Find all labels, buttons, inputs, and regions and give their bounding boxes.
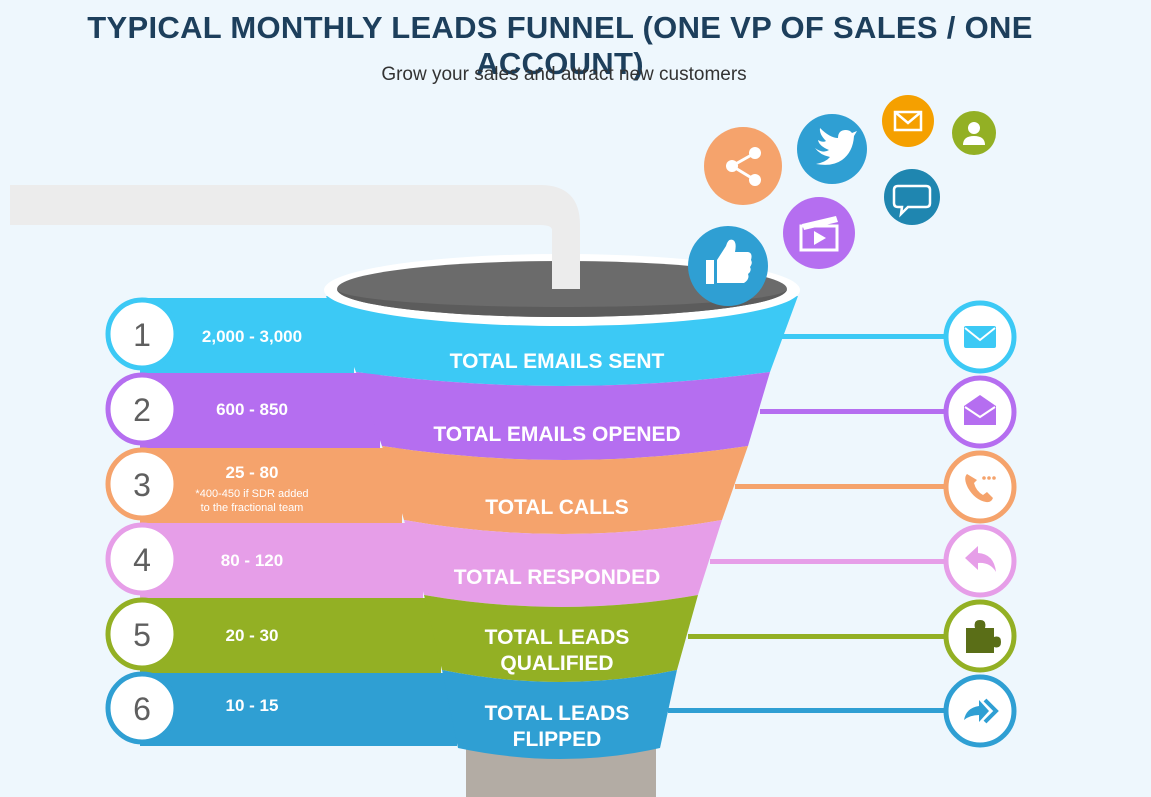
connector-5 xyxy=(688,634,948,639)
band-5 xyxy=(140,598,441,673)
number-3: 3 xyxy=(133,467,151,503)
number-1: 1 xyxy=(133,317,151,353)
connector-1 xyxy=(780,334,948,339)
stage-5-label-line1: TOTAL LEADS xyxy=(485,626,630,649)
mail-icon xyxy=(882,95,934,147)
stage-3-label: TOTAL CALLS xyxy=(485,496,629,519)
funnel-section-4 xyxy=(404,520,722,607)
number-4: 4 xyxy=(133,542,151,578)
connector-3 xyxy=(735,484,948,489)
band-6 xyxy=(140,673,457,746)
feed-pipe xyxy=(10,185,580,305)
range-1: 2,000 - 3,000 xyxy=(202,327,302,346)
stage-5-label-line2: QUALIFIED xyxy=(500,652,613,675)
connector-4 xyxy=(710,559,948,564)
range-5: 20 - 30 xyxy=(226,626,279,645)
band-4 xyxy=(140,523,423,598)
stage-6-label-line1: TOTAL LEADS xyxy=(485,702,630,725)
range-2: 600 - 850 xyxy=(216,400,288,419)
range-4: 80 - 120 xyxy=(221,551,283,570)
page-title: TYPICAL MONTHLY LEADS FUNNEL (ONE VP OF … xyxy=(87,10,1033,81)
open-envelope-icon xyxy=(943,375,1017,449)
number-6: 6 xyxy=(133,691,151,727)
forward-arrows-icon xyxy=(943,674,1017,748)
twitter-bird-icon xyxy=(797,114,867,184)
range-3-note-line1: *400-450 if SDR added xyxy=(195,488,308,500)
page-subtitle: Grow your sales and attract new customer… xyxy=(381,64,747,85)
thumbs-up-icon xyxy=(688,226,768,306)
reply-icon xyxy=(943,524,1017,598)
stage-1-label: TOTAL EMAILS SENT xyxy=(450,350,665,373)
number-badge-3 xyxy=(105,447,179,521)
puzzle-icon xyxy=(943,599,1017,673)
pipe-outlet xyxy=(552,225,580,289)
user-icon xyxy=(952,111,996,155)
funnel-section-2 xyxy=(356,372,770,460)
stage-2-label: TOTAL EMAILS OPENED xyxy=(433,423,680,446)
range-3-note-line2: to the fractional team xyxy=(201,502,304,514)
number-badge-5 xyxy=(105,597,179,671)
number-badge-2 xyxy=(105,372,179,446)
range-3: 25 - 80 xyxy=(226,463,279,482)
share-icon xyxy=(704,127,782,205)
funnel-section-6 xyxy=(442,670,677,759)
stage-4-label: TOTAL RESPONDED xyxy=(454,566,661,589)
video-icon xyxy=(783,197,855,269)
funnel-inner-shadow xyxy=(337,289,787,317)
band-3 xyxy=(140,448,402,523)
chat-bubble-icon xyxy=(884,169,940,225)
number-5: 5 xyxy=(133,617,151,653)
funnel-section-3 xyxy=(382,446,748,534)
number-badge-1 xyxy=(105,297,179,371)
number-badge-6 xyxy=(105,671,179,745)
funnel-section-5 xyxy=(424,595,698,682)
phone-icon xyxy=(943,450,1017,524)
envelope-icon xyxy=(943,300,1017,374)
connector-2 xyxy=(760,409,948,414)
connector-6 xyxy=(668,708,948,713)
number-badge-4 xyxy=(105,522,179,596)
band-2 xyxy=(140,373,380,448)
range-6: 10 - 15 xyxy=(226,696,279,715)
stage-6-label-line2: FLIPPED xyxy=(513,728,602,751)
number-2: 2 xyxy=(133,392,151,428)
